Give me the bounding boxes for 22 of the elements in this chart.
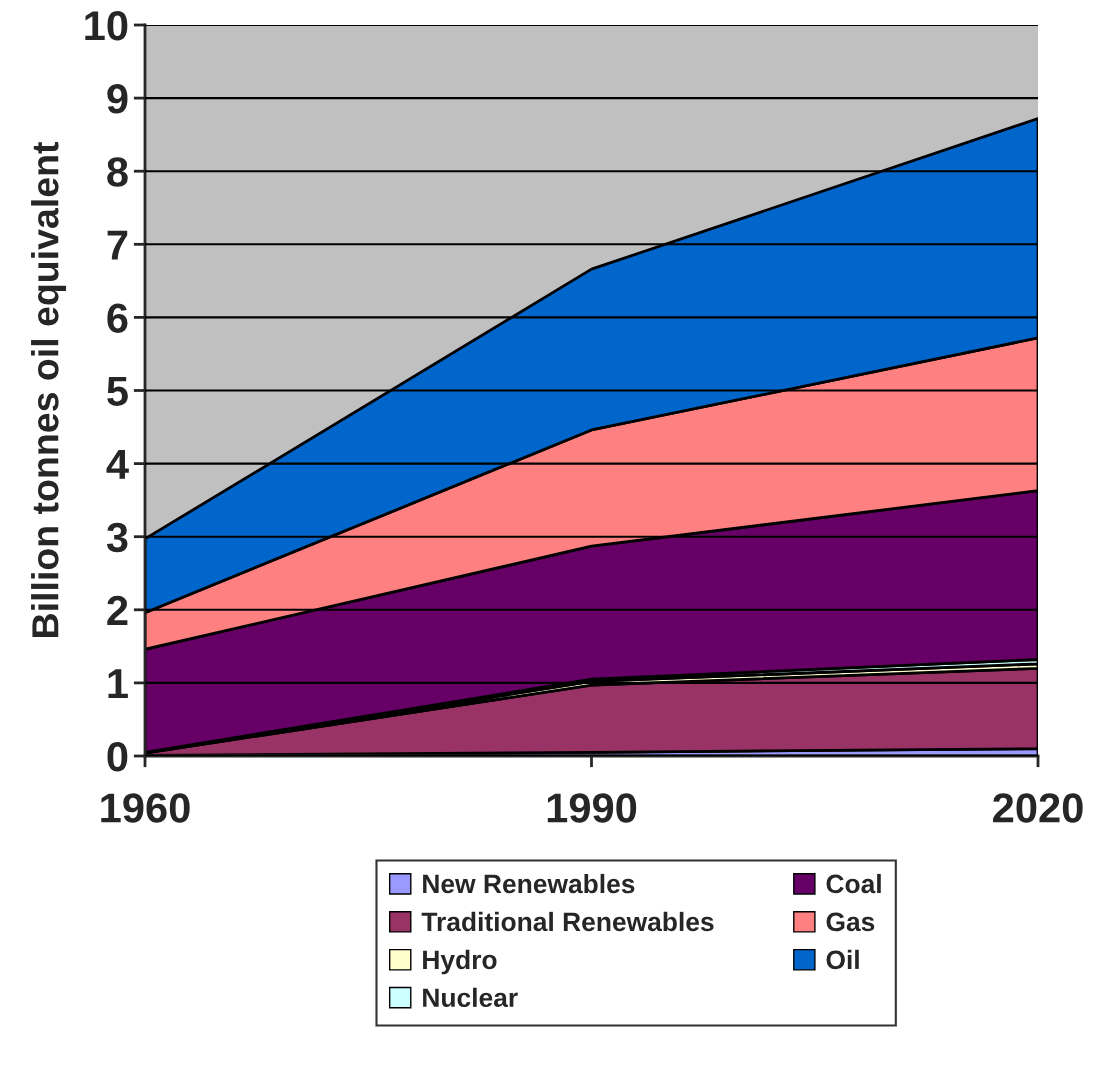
y-tick-label: 5: [107, 376, 128, 407]
y-tick-label: 10: [85, 11, 128, 41]
legend-label: Traditional Renewables: [421, 911, 714, 932]
x-tick-label: 2020: [993, 793, 1083, 823]
y-tick-label: 9: [107, 84, 128, 114]
y-tick-label: 2: [107, 595, 128, 625]
y-tick-label: 8: [107, 157, 128, 187]
y-tick-label: 4: [106, 450, 129, 479]
legend-label: Hydro: [423, 949, 497, 975]
legend-label: Gas: [826, 912, 875, 932]
y-axis-title: Billion tonnes oil equivalent: [31, 141, 67, 637]
y-tick-label: 7: [107, 230, 128, 260]
x-tick-label: 1960: [101, 793, 190, 823]
y-tick-label: 3: [106, 522, 128, 553]
legend-label: Nuclear: [423, 987, 518, 1008]
y-tick-label: 1: [108, 669, 128, 698]
y-tick-label: 0: [107, 742, 128, 772]
legend-label: New Renewables: [423, 873, 635, 894]
y-tick-label: 6: [107, 303, 128, 333]
legend-label: Coal: [826, 873, 881, 894]
x-tick-label: 1990: [547, 793, 637, 823]
legend-label: Oil: [826, 949, 859, 970]
